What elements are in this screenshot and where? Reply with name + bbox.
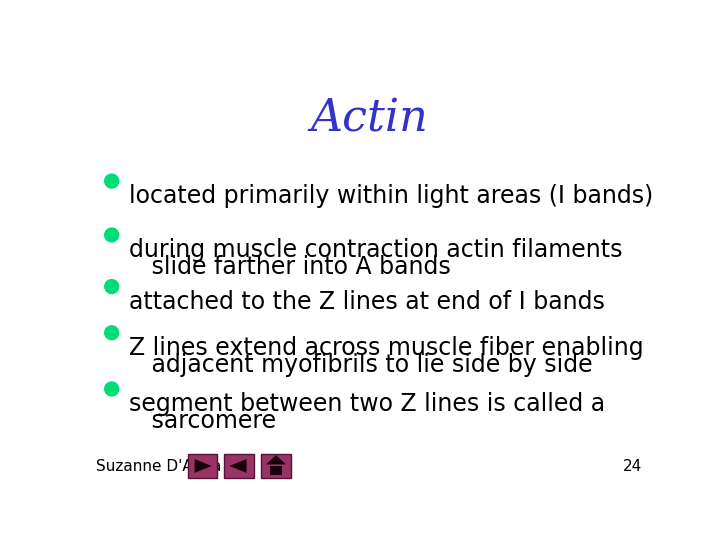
Text: Actin: Actin <box>310 97 428 140</box>
Text: located primarily within light areas (I bands): located primarily within light areas (I … <box>129 184 653 208</box>
Bar <box>270 466 282 475</box>
Circle shape <box>104 174 119 188</box>
Text: Suzanne D'Anna: Suzanne D'Anna <box>96 460 222 475</box>
Polygon shape <box>266 455 286 464</box>
Text: attached to the Z lines at end of I bands: attached to the Z lines at end of I band… <box>129 289 605 314</box>
Text: segment between two Z lines is called a: segment between two Z lines is called a <box>129 392 605 416</box>
Text: 24: 24 <box>623 460 642 475</box>
Circle shape <box>104 382 119 396</box>
Polygon shape <box>169 0 382 10</box>
Bar <box>261 455 291 477</box>
Circle shape <box>104 228 119 242</box>
Circle shape <box>104 326 119 340</box>
Text: sarcomere: sarcomere <box>129 409 276 433</box>
Polygon shape <box>230 459 246 473</box>
Text: slide farther into A bands: slide farther into A bands <box>129 255 451 279</box>
Polygon shape <box>194 459 212 473</box>
Text: adjacent myofibrils to lie side by side: adjacent myofibrils to lie side by side <box>129 353 593 377</box>
Text: Z lines extend across muscle fiber enabling: Z lines extend across muscle fiber enabl… <box>129 336 644 360</box>
Bar <box>224 455 253 477</box>
Text: during muscle contraction actin filaments: during muscle contraction actin filament… <box>129 238 622 262</box>
Bar <box>188 455 217 477</box>
Circle shape <box>104 280 119 294</box>
